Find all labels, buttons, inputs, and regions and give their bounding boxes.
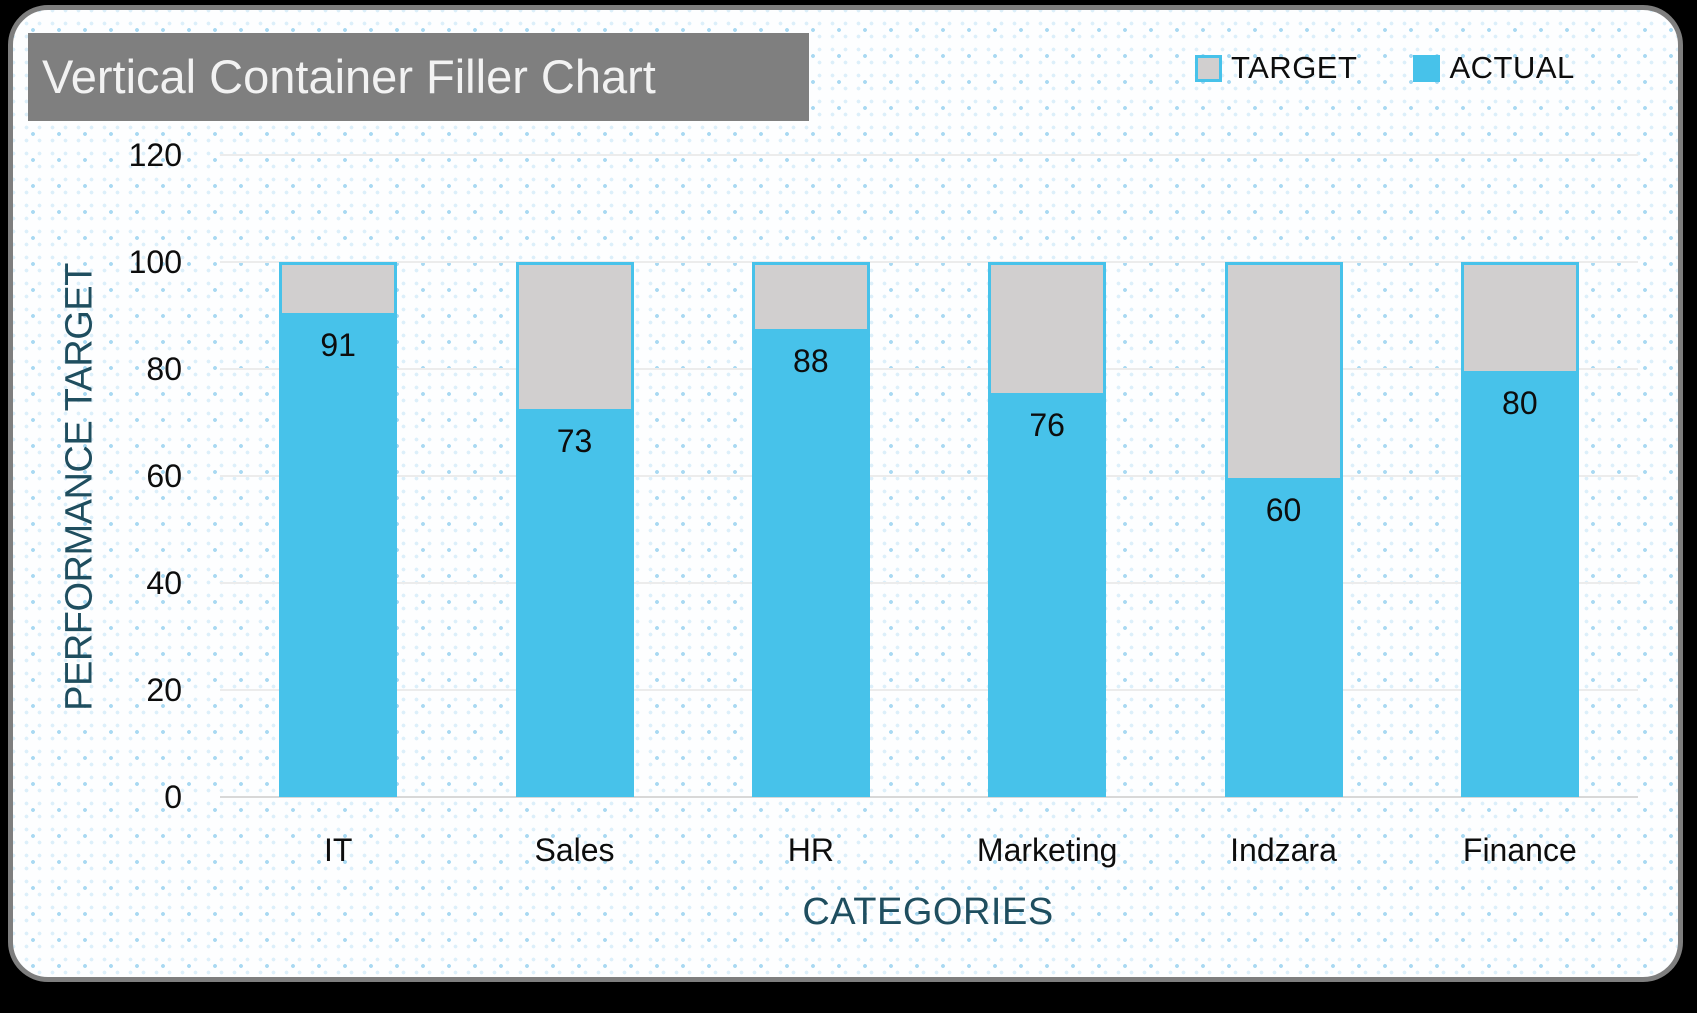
legend: TARGET ACTUAL — [1195, 50, 1575, 86]
bar-actual-fill-it: 91 — [282, 312, 395, 797]
gridline-100 — [220, 261, 1638, 263]
y-tick-label-120: 120 — [128, 137, 182, 173]
y-tick-label-80: 80 — [146, 351, 182, 387]
bar-value-label-sales: 73 — [556, 422, 593, 459]
bar-actual-fill-marketing: 76 — [991, 392, 1104, 797]
y-tick-label-60: 60 — [146, 458, 182, 494]
gridline-60 — [220, 475, 1638, 477]
x-category-label-sales: Sales — [534, 832, 615, 868]
bar-value-label-indzara: 60 — [1265, 491, 1302, 528]
gridline-40 — [220, 582, 1638, 584]
x-category-label-marketing: Marketing — [976, 832, 1118, 868]
x-category-label-indzara: Indzara — [1230, 832, 1337, 868]
target-swatch-icon — [1195, 54, 1222, 82]
legend-label-target: TARGET — [1231, 50, 1358, 85]
legend-label-actual: ACTUAL — [1449, 50, 1575, 85]
bar-container-hr: 88 — [751, 262, 870, 797]
chart-title: Vertical Container Filler Chart — [28, 33, 809, 121]
x-category-label-finance: Finance — [1462, 832, 1577, 868]
bar-value-label-marketing: 76 — [1029, 406, 1065, 443]
bar-value-label-hr: 88 — [793, 342, 829, 379]
bar-actual-fill-sales: 73 — [518, 408, 631, 797]
bar-actual-fill-hr: 88 — [754, 328, 867, 797]
bar-value-label-finance: 80 — [1502, 385, 1538, 422]
gridline-80 — [220, 368, 1638, 370]
legend-item-actual: ACTUAL — [1413, 50, 1574, 86]
bar-value-label-it: 91 — [320, 326, 356, 363]
y-tick-label-100: 100 — [128, 244, 182, 280]
y-tick-label-20: 20 — [146, 672, 182, 708]
y-axis-title: PERFORMANCE TARGET — [58, 263, 101, 711]
gridline-120 — [220, 154, 1638, 156]
bar-container-indzara: 60 — [1224, 262, 1343, 797]
y-tick-label-0: 0 — [164, 779, 182, 815]
bar-container-it: 91 — [279, 262, 398, 797]
legend-item-target: TARGET — [1195, 50, 1357, 86]
bar-container-finance: 80 — [1460, 262, 1579, 797]
x-category-label-hr: HR — [787, 832, 834, 868]
bar-actual-fill-indzara: 60 — [1227, 477, 1340, 797]
gridline-20 — [220, 689, 1638, 691]
x-category-label-it: IT — [323, 832, 353, 868]
y-tick-label-40: 40 — [146, 565, 182, 601]
gridline-0 — [220, 796, 1638, 798]
bar-actual-fill-finance: 80 — [1463, 371, 1576, 797]
x-axis-title: CATEGORIES — [802, 891, 1054, 933]
bar-container-sales: 73 — [515, 262, 634, 797]
actual-swatch-icon — [1413, 54, 1441, 82]
bar-container-marketing: 76 — [988, 262, 1107, 797]
